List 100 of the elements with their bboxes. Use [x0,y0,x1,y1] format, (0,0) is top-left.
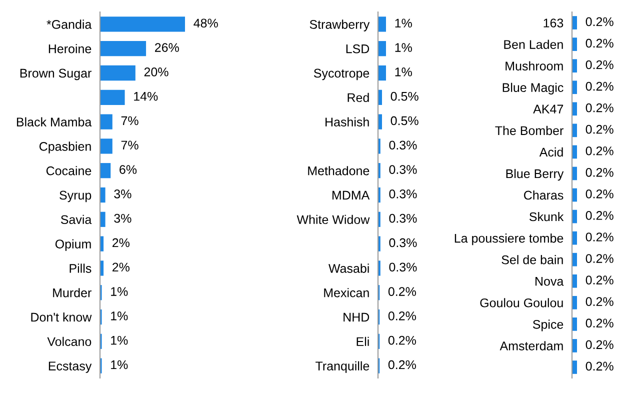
data-label: 0.2% [586,168,614,177]
bar [100,65,136,81]
data-label: 7% [121,140,138,150]
data-label: 0.3% [389,190,417,198]
data-label: 0.2% [586,82,614,91]
data-label: 0.2% [586,146,614,156]
data-label: 3% [114,190,132,198]
data-label: 0.3% [389,238,417,248]
y-tick-label: Cocaine [46,166,92,176]
y-tick-label: Heroine [48,44,92,54]
data-label: 2% [112,238,130,248]
y-tick-label: Tranquille [316,361,370,373]
y-tick-label: White Widow [296,214,370,224]
y-tick-label: Ben Laden [504,40,563,49]
bar [378,65,386,81]
y-tick-label: Sycotrope [314,68,370,80]
bar [100,41,146,56]
y-tick-label: 163 [544,18,564,28]
y-tick-label: La poussiere tombe [454,234,564,246]
y-tick-label: Skunk [529,212,564,222]
data-label: 0.3% [389,165,417,174]
data-label: 1% [395,68,412,76]
y-tick-label: Sel de bain [502,255,563,264]
y-tick-label: *Gandia [46,20,92,29]
data-label: 0.2% [586,297,614,306]
data-label: 14% [134,92,158,101]
data-label: 0.2% [586,60,614,70]
y-tick-label: Wasabi [328,264,369,273]
y-tick-label: Brown Sugar [20,68,92,80]
data-label: 0.2% [586,124,614,134]
data-label: 0.5% [390,92,418,101]
y-tick-label: Black Mamba [16,117,92,126]
data-label: 0.2% [388,360,416,370]
data-label: 26% [155,43,179,52]
data-label: 0.2% [586,232,614,242]
data-label: 0.2% [586,362,614,371]
data-label: 3% [114,214,132,223]
data-label: 0.2% [388,287,416,296]
bar [100,187,106,203]
bar [100,90,125,105]
y-tick-label: Don't know [31,312,92,322]
data-label: 0.3% [389,262,417,272]
y-tick-label: Eli [356,336,369,346]
y-tick-label: MDMA [332,190,370,200]
data-label: 0.2% [586,17,614,26]
y-tick-label: Blue Berry [506,168,564,181]
y-tick-label: Cpasbien [39,142,91,154]
data-label: 0.5% [390,116,418,126]
bar [100,212,106,227]
y-tick-label: Strawberry [310,20,370,32]
data-label: 0.2% [586,103,614,112]
y-tick-label: LSD [346,44,370,54]
y-tick-label: Red [348,92,369,102]
data-label: 1% [111,312,128,320]
bar [378,16,386,32]
y-tick-label: Ecstasy [48,362,92,373]
bar [100,163,111,178]
y-tick-label: NHD [344,312,370,322]
bar [100,16,185,32]
y-tick-label: Methadone [308,166,370,176]
y-tick-label: Charas [524,190,564,200]
y-tick-label: Spice [532,320,564,332]
data-label: 1% [395,18,412,28]
data-label: 0.3% [389,140,417,150]
y-tick-label: Murder [53,288,92,298]
y-tick-label: Syrup [60,190,92,202]
data-label: 0.3% [389,214,417,223]
bar [378,41,386,56]
data-label: 48% [194,18,218,28]
data-label: 2% [112,262,130,272]
y-tick-label: Volcano [47,336,92,346]
data-label: 0.2% [388,336,416,345]
y-tick-label: Blue Magic [502,82,564,94]
data-label: 1% [111,336,128,345]
y-tick-label: Hashish [326,117,369,126]
data-label: 1% [395,43,412,52]
y-tick-label: Nova [536,277,564,286]
y-tick-label: Mexican [324,288,369,298]
y-tick-label: Opium [55,239,91,251]
data-label: 1% [111,360,128,370]
y-tick-label: Acid [539,147,563,157]
data-label: 0.2% [586,38,614,48]
data-label: 0.2% [586,254,614,263]
bar [100,138,112,154]
data-label: 0.2% [586,276,614,284]
y-tick-label: Mushroom [506,61,563,70]
data-label: 6% [120,165,137,174]
y-tick-label: Savia [60,214,92,224]
data-label: 1% [111,287,128,296]
y-tick-label: AK47 [533,104,564,114]
data-label: 0.2% [586,340,614,350]
data-label: 20% [144,68,168,76]
y-tick-label: The Bomber [495,126,564,136]
data-label: 7% [121,116,138,126]
bar [378,114,382,130]
y-tick-label: Pills [70,264,92,273]
data-label: 0.2% [586,190,614,198]
data-label: 0.2% [586,318,614,328]
data-label: 0.2% [586,211,614,220]
data-label: 0.2% [388,312,416,320]
